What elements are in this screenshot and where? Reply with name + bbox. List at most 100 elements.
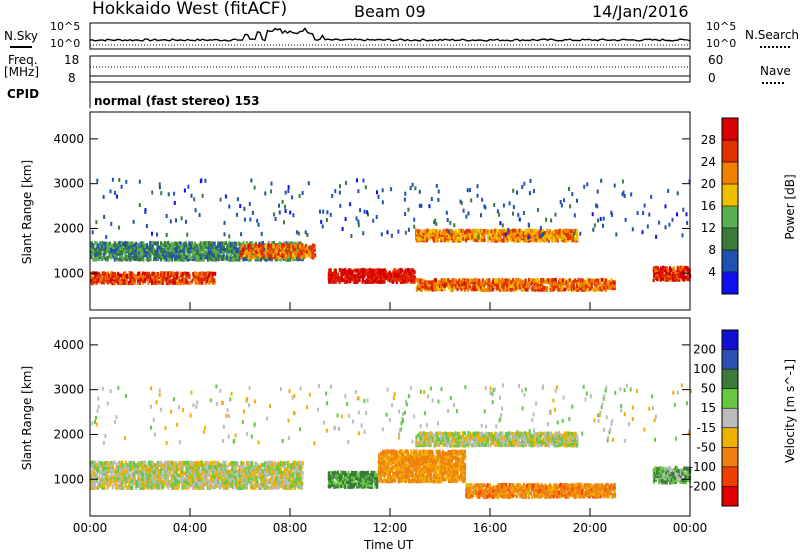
heatmap-cell: [206, 485, 209, 490]
heatmap-cell: [401, 465, 404, 470]
heatmap-cell: [131, 279, 134, 284]
heatmap-cell: [193, 479, 196, 484]
heatmap-cell: [95, 220, 98, 225]
heatmap-cell: [171, 253, 174, 258]
heatmap-cell: [404, 268, 407, 273]
heatmap-cell: [122, 473, 125, 478]
heatmap-cell: [439, 479, 442, 484]
heatmap-cell: [115, 477, 118, 481]
heatmap-cell: [442, 459, 445, 464]
heatmap-cell: [154, 463, 157, 468]
heatmap-cell: [515, 234, 518, 239]
heatmap-cell: [388, 469, 391, 474]
heatmap-cell: [167, 257, 170, 262]
heatmap-cell: [363, 209, 366, 214]
heatmap-cell: [165, 465, 168, 470]
heatmap-cell: [434, 238, 438, 243]
heatmap-cell: [245, 249, 248, 254]
heatmap-cell: [381, 463, 384, 468]
heatmap-cell: [180, 245, 183, 250]
heatmap-cell: [594, 281, 597, 286]
heatmap-cell: [113, 471, 116, 476]
heatmap-cell: [395, 465, 398, 470]
heatmap-cell: [179, 471, 183, 476]
heatmap-cell: [665, 276, 668, 280]
heatmap-cell: [613, 284, 616, 289]
heatmap-cell: [151, 485, 154, 490]
heatmap-cell: [517, 229, 520, 234]
heatmap-cell: [156, 277, 159, 282]
heatmap-cell: [142, 271, 145, 276]
heatmap-cell: [174, 481, 177, 486]
heatmap-cell: [552, 278, 555, 282]
heatmap-cell: [399, 267, 402, 272]
heatmap-cell: [106, 477, 109, 482]
heatmap-cell: [222, 249, 225, 254]
heatmap-cell: [375, 215, 378, 219]
heatmap-cell: [404, 479, 407, 483]
heatmap-cell: [376, 473, 379, 478]
heatmap-cell: [440, 459, 443, 464]
heatmap-cell: [240, 243, 243, 248]
heatmap-cell: [420, 280, 423, 285]
heatmap-cell: [456, 283, 459, 288]
heatmap-cell: [340, 476, 343, 481]
heatmap-cell: [429, 449, 433, 454]
heatmap-cell: [151, 475, 154, 480]
heatmap-cell: [108, 469, 111, 474]
heatmap-cell: [594, 287, 597, 292]
heatmap-cell: [226, 243, 229, 248]
heatmap-cell: [536, 282, 539, 287]
heatmap-cell: [508, 229, 511, 234]
heatmap-cell: [485, 287, 488, 292]
heatmap-cell: [278, 210, 281, 215]
heatmap-cell: [561, 236, 564, 241]
heatmap-cell: [289, 257, 292, 262]
heatmap-cell: [150, 465, 153, 469]
heatmap-cell: [218, 462, 221, 467]
heatmap-cell: [274, 485, 277, 490]
heatmap-cell: [421, 461, 424, 466]
heatmap-cell: [210, 241, 213, 246]
heatmap-cell: [308, 247, 311, 252]
heatmap-cell: [425, 478, 428, 483]
heatmap-cell: [431, 234, 434, 239]
heatmap-cell: [407, 207, 410, 212]
heatmap-cell: [534, 234, 538, 239]
heatmap-cell: [392, 453, 395, 458]
heatmap-cell: [295, 467, 298, 472]
heatmap-cell: [201, 482, 204, 486]
heatmap-cell: [458, 449, 461, 454]
heatmap-cell: [353, 482, 356, 487]
heatmap-cell: [265, 245, 268, 250]
heatmap-cell: [426, 280, 429, 285]
heatmap-cell: [111, 177, 114, 182]
heatmap-cell: [147, 257, 150, 262]
heatmap-cell: [97, 468, 100, 473]
heatmap-cell: [234, 475, 238, 480]
heatmap-cell: [545, 278, 548, 283]
heatmap-cell: [196, 465, 199, 470]
heatmap-cell: [293, 462, 296, 467]
heatmap-cell: [122, 241, 125, 246]
heatmap-cell: [94, 255, 97, 260]
heatmap-cell: [122, 277, 125, 282]
heatmap-cell: [108, 273, 111, 278]
heatmap-cell: [161, 280, 164, 285]
heatmap-cell: [222, 483, 225, 488]
heatmap-cell: [97, 249, 100, 254]
heatmap-cell: [145, 475, 149, 480]
heatmap-cell: [414, 186, 417, 191]
heatmap-cell: [391, 475, 394, 480]
heatmap-cell: [443, 232, 446, 237]
heatmap-cell: [143, 485, 146, 490]
heatmap-cell: [135, 479, 138, 484]
heatmap-cell: [90, 277, 93, 282]
heatmap-cell: [322, 209, 325, 214]
heatmap-cell: [404, 465, 407, 470]
heatmap-cell: [368, 482, 371, 487]
heatmap-cell: [479, 282, 482, 286]
heatmap-cell: [356, 484, 359, 489]
heatmap-cell: [570, 287, 574, 292]
heatmap-cell: [233, 477, 236, 482]
